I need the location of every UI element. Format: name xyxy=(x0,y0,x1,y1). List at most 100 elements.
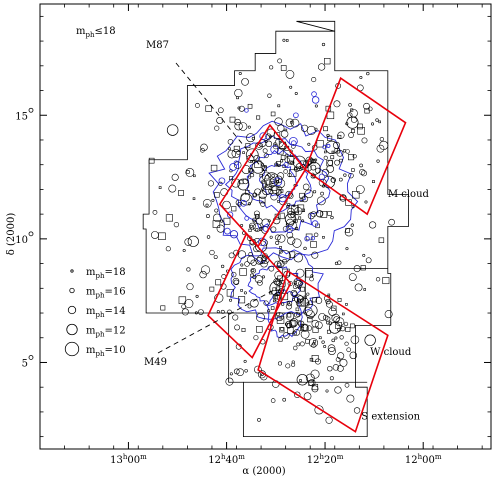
blue-source-marker xyxy=(229,163,237,171)
galaxy-marker xyxy=(289,169,297,177)
galaxy-marker xyxy=(318,336,322,340)
galaxy-marker xyxy=(327,344,336,352)
galaxy-marker xyxy=(347,112,353,118)
galaxy-marker xyxy=(294,92,298,96)
galaxy-marker xyxy=(339,358,348,367)
galaxy-marker xyxy=(248,175,252,179)
galaxy-marker xyxy=(182,249,186,253)
galaxy-marker xyxy=(337,131,345,139)
blue-source-marker xyxy=(311,96,320,104)
galaxy-marker xyxy=(334,386,342,394)
galaxy-marker xyxy=(353,407,361,414)
galaxy-marker xyxy=(291,362,296,367)
galaxy-marker xyxy=(252,192,257,197)
galaxy-marker xyxy=(306,310,315,319)
galaxy-marker xyxy=(205,203,209,207)
galaxy-marker xyxy=(337,365,344,372)
galaxy-marker xyxy=(345,228,350,233)
galaxy-marker xyxy=(332,364,340,371)
galaxy-marker xyxy=(160,305,166,311)
galaxy-marker xyxy=(285,363,291,369)
galaxy-marker xyxy=(357,127,365,135)
galaxy-marker xyxy=(318,178,327,187)
galaxy-marker xyxy=(300,124,309,132)
annotation-m87: M87 xyxy=(146,40,169,51)
galaxy-marker xyxy=(220,264,225,269)
galaxy-marker xyxy=(297,204,305,212)
galaxy-marker xyxy=(165,214,173,222)
legend-marker xyxy=(70,269,74,273)
galaxy-marker xyxy=(234,118,241,126)
galaxy-marker xyxy=(220,309,225,314)
galaxy-marker xyxy=(250,259,257,266)
galaxy-marker xyxy=(282,332,290,339)
galaxy-marker xyxy=(327,211,332,216)
galaxy-marker xyxy=(360,265,366,271)
galaxy-marker xyxy=(359,76,363,80)
galaxy-marker xyxy=(247,304,252,309)
galaxy-marker xyxy=(271,185,277,191)
galaxy-marker xyxy=(270,306,275,310)
galaxy-marker xyxy=(359,168,366,176)
galaxy-marker xyxy=(323,155,328,160)
galaxy-marker xyxy=(378,120,381,124)
galaxy-marker xyxy=(388,218,395,226)
galaxy-marker xyxy=(245,148,259,162)
galaxy-layer xyxy=(148,38,395,424)
galaxy-marker xyxy=(335,357,341,362)
galaxy-marker xyxy=(269,65,274,70)
galaxy-marker xyxy=(331,150,335,154)
blue-source-marker xyxy=(318,173,326,181)
galaxy-marker xyxy=(262,148,268,154)
galaxy-marker xyxy=(351,168,355,172)
annotation-leader xyxy=(175,62,273,181)
galaxy-marker xyxy=(327,347,336,356)
galaxy-marker xyxy=(315,297,323,304)
galaxy-marker xyxy=(296,374,309,386)
galaxy-marker xyxy=(226,289,234,297)
galaxy-marker xyxy=(382,277,390,285)
galaxy-marker xyxy=(265,183,272,190)
galaxy-marker xyxy=(273,144,279,150)
galaxy-marker xyxy=(246,255,255,264)
galaxy-marker xyxy=(251,269,255,273)
galaxy-marker xyxy=(212,220,221,228)
galaxy-marker xyxy=(338,177,343,182)
galaxy-marker xyxy=(364,200,368,204)
galaxy-marker xyxy=(181,308,189,316)
galaxy-marker xyxy=(241,328,246,332)
galaxy-marker xyxy=(290,289,298,297)
galaxy-marker xyxy=(259,173,263,178)
galaxy-marker xyxy=(262,253,268,259)
galaxy-marker xyxy=(168,184,177,193)
galaxy-marker xyxy=(348,154,355,161)
y-tick-label: 15 xyxy=(15,111,28,122)
galaxy-marker xyxy=(310,274,314,278)
galaxy-marker xyxy=(286,231,294,239)
galaxy-marker xyxy=(280,65,287,71)
galaxy-marker xyxy=(307,316,313,323)
galaxy-marker xyxy=(286,218,295,227)
galaxy-marker xyxy=(274,117,283,126)
galaxy-marker xyxy=(305,339,310,344)
galaxy-marker xyxy=(322,314,329,321)
galaxy-marker xyxy=(202,198,212,208)
region-box-m-cloud xyxy=(304,76,407,216)
galaxy-marker xyxy=(316,140,324,148)
galaxy-marker xyxy=(352,154,357,159)
degree-symbol xyxy=(28,231,34,237)
galaxy-marker xyxy=(270,398,276,403)
galaxy-marker xyxy=(257,418,261,422)
galaxy-marker xyxy=(352,191,360,199)
galaxy-marker xyxy=(340,326,346,332)
galaxy-marker xyxy=(274,234,281,241)
galaxy-marker xyxy=(232,277,240,285)
galaxy-marker xyxy=(185,170,190,175)
galaxy-marker xyxy=(152,209,158,215)
galaxy-marker xyxy=(240,193,253,206)
galaxy-marker xyxy=(286,301,290,305)
galaxy-marker xyxy=(213,255,218,259)
galaxy-marker xyxy=(316,196,326,206)
blue-source-marker xyxy=(223,227,231,235)
galaxy-marker xyxy=(290,318,299,327)
